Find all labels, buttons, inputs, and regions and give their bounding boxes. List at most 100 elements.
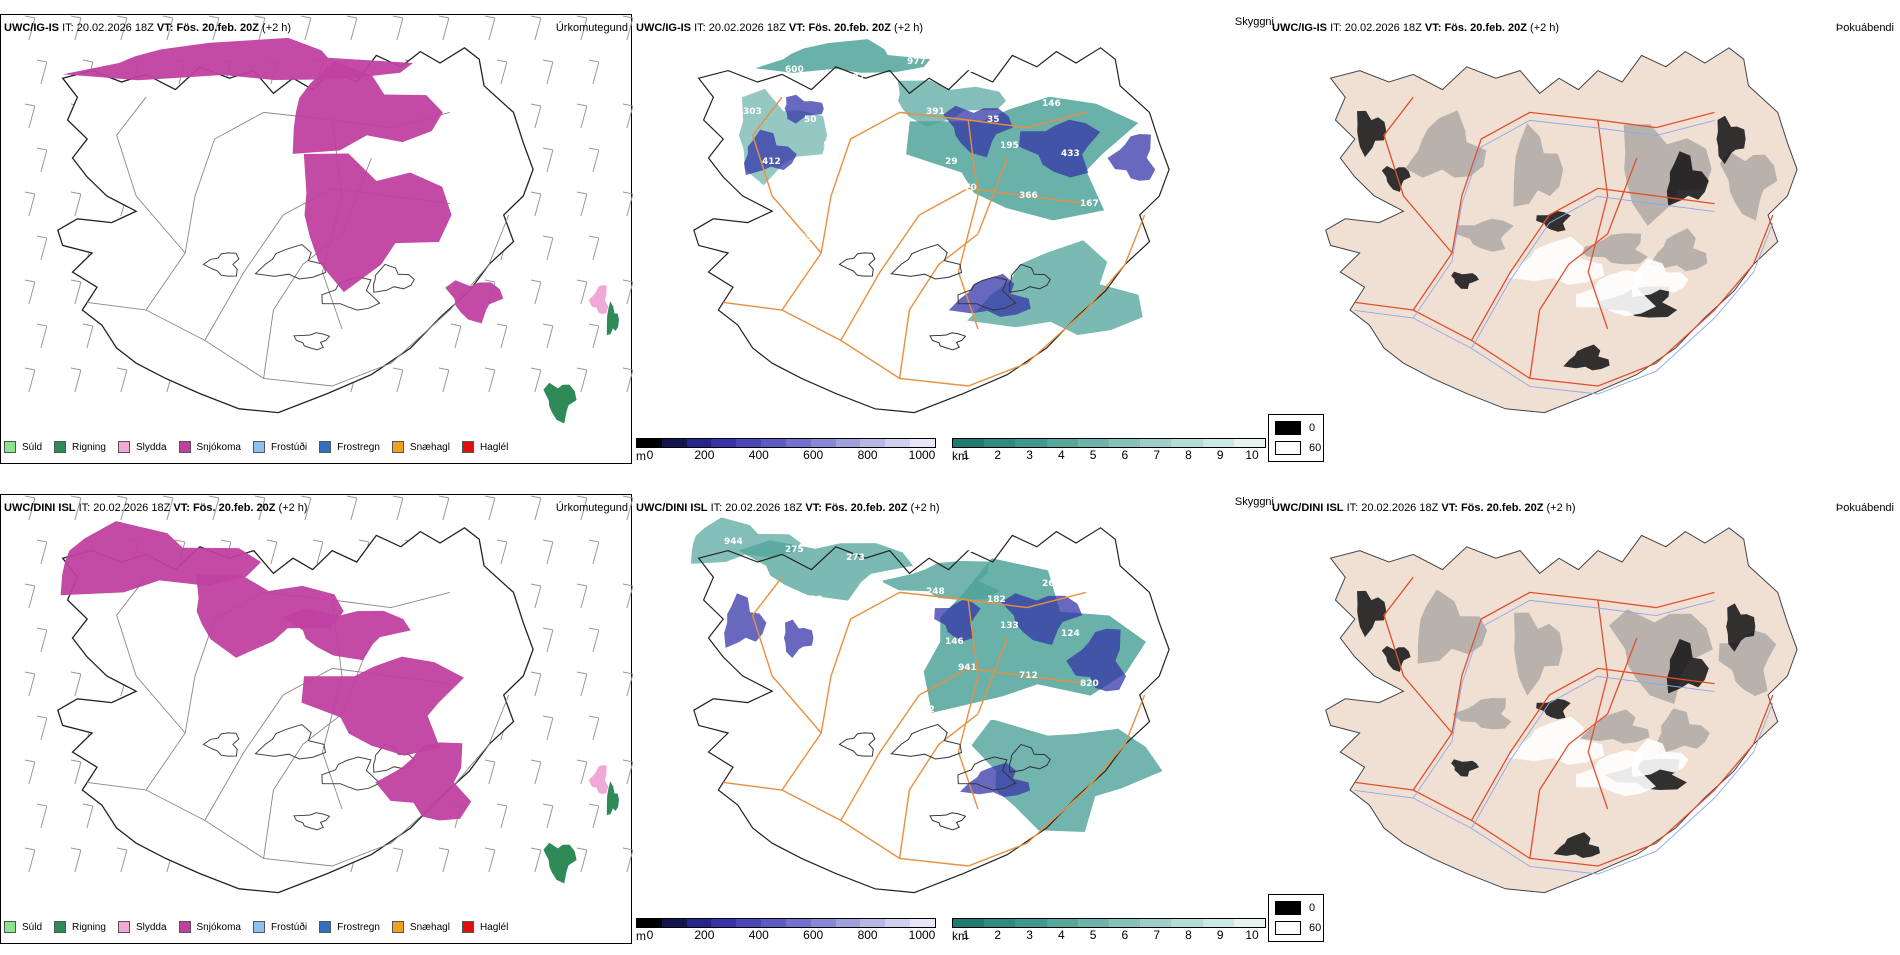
colorbar-segment — [1171, 439, 1203, 447]
wind-barb — [450, 323, 462, 349]
legend-swatch — [4, 441, 16, 453]
cloud-base-value-label: 124 — [1061, 629, 1080, 639]
wind-barb-staff — [162, 495, 174, 521]
wind-barb — [438, 15, 450, 41]
wind-barb-staff — [588, 539, 600, 565]
sleet-area — [588, 285, 609, 314]
wind-barb — [622, 367, 634, 393]
precip-legend-item: Slydda — [117, 921, 167, 933]
cloud-base-value-label: 366 — [968, 545, 987, 555]
fog-index-area — [1452, 698, 1512, 730]
high-fog-index-area — [1381, 646, 1411, 672]
colorbar-segment — [835, 439, 861, 447]
wind-barb-staff — [530, 103, 542, 129]
river-line — [1354, 222, 1774, 395]
wind-barb — [622, 847, 634, 873]
wind-barb-staff — [530, 759, 542, 785]
wind-barb — [576, 367, 588, 393]
precip-type-map — [24, 495, 634, 894]
wind-barb-staff — [530, 495, 542, 521]
cloud-base-value-label: 600 — [785, 65, 804, 75]
glacier-outline — [293, 812, 331, 831]
wind-barb-staff — [622, 103, 634, 129]
wind-barb-staff — [496, 539, 508, 565]
legend-label: Haglél — [479, 921, 509, 933]
colorbar-segment — [810, 919, 836, 927]
low-visibility-area — [755, 39, 931, 73]
wind-barb — [24, 103, 36, 129]
cloud-base-value-label: 239 — [865, 579, 884, 589]
wind-barb-staff — [254, 15, 266, 41]
panel-frame — [0, 14, 632, 464]
precip-legend-item: Frostúði — [252, 441, 307, 453]
colorbar-segment — [1015, 919, 1047, 927]
wind-barb-staff — [576, 583, 588, 609]
low-cloud-base-area — [784, 619, 814, 658]
wind-barb-staff — [300, 495, 312, 521]
panel-field-title: Úrkomutegund — [555, 22, 628, 34]
wind-barb-staff — [588, 715, 600, 741]
legend-label: Frostúði — [270, 921, 308, 933]
glacier-outline — [1008, 263, 1051, 293]
precip-legend-item: Frostúði — [252, 921, 308, 933]
cloud-base-value-label: 223 — [968, 65, 987, 75]
road-line — [116, 576, 186, 734]
colorbar-segment — [1046, 439, 1078, 447]
colorbar-tick-labels: 0 200 400 600 800 1000 — [636, 928, 936, 942]
colorbar-segment — [910, 439, 935, 447]
forecast-row-bottom: UWC/DINI ISL IT: 20.02.2026 18Z VT: Fös.… — [0, 480, 1900, 955]
colorbar-segment — [1015, 439, 1047, 447]
glacier-outline — [202, 732, 240, 757]
colorbar-segment — [686, 439, 712, 447]
wind-barb-staff — [484, 495, 496, 521]
road-line — [781, 591, 1086, 791]
wind-barb-staff — [24, 15, 36, 41]
wind-barb — [588, 803, 600, 829]
wind-barb-staff — [70, 191, 82, 217]
fog-panel: UWC/DINI ISL IT: 20.02.2026 18Z VT: Fös.… — [1272, 480, 1900, 950]
precip-legend-item: Snæhagl — [391, 441, 450, 453]
wind-barb-staff — [622, 191, 634, 217]
wind-barb — [24, 15, 36, 41]
panel-title: UWC/DINI ISL IT: 20.02.2026 18Z VT: Fös.… — [1272, 502, 1576, 514]
wind-barb — [588, 59, 600, 85]
low-cloud-base-area — [743, 129, 797, 176]
wind-barb — [576, 759, 588, 785]
wind-barb-staff — [438, 367, 450, 393]
wind-barb — [588, 147, 600, 173]
wind-barb — [70, 279, 82, 305]
wind-barb — [70, 847, 82, 873]
wind-barb — [70, 759, 82, 785]
wind-barb — [24, 759, 36, 785]
colorbar-tick-label: 400 — [748, 448, 769, 462]
glacier-area — [1506, 716, 1605, 765]
wind-barb — [576, 495, 588, 521]
wind-barb-staff — [438, 495, 450, 521]
wind-barb — [36, 147, 48, 173]
colorbar-segment — [637, 439, 662, 447]
wind-barb-staff — [208, 495, 220, 521]
visibility-map: 368 600 482 977 223 419 146 303 50 419 391 35 195 433… — [693, 39, 1170, 414]
wind-barb-staff — [36, 235, 48, 261]
legend-swatch — [319, 441, 332, 453]
wind-barb — [24, 847, 36, 873]
legend-swatch — [461, 441, 474, 453]
wind-barb — [208, 15, 220, 41]
precip-type-map — [24, 15, 634, 424]
legend-label: Snjókoma — [196, 441, 241, 453]
wind-barb-staff — [542, 147, 554, 173]
colorbar-segment — [860, 439, 886, 447]
cloud-base-value-label: 368 — [724, 57, 743, 67]
wind-barb-staff — [576, 279, 588, 305]
wind-barb — [588, 323, 600, 349]
colorbar-segment — [637, 919, 662, 927]
fog-index-area — [1580, 709, 1650, 744]
wind-barb — [622, 759, 634, 785]
wind-barb — [530, 191, 542, 217]
cloud-base-value-label: 93 — [916, 225, 929, 235]
wind-barb — [542, 803, 554, 829]
wind-barb — [530, 103, 542, 129]
wind-barb-staff — [622, 847, 634, 873]
wind-barb-staff — [116, 847, 128, 873]
colorbar-tick-labels: 1 2 3 4 5 6 7 8 9 10 — [952, 448, 1266, 462]
